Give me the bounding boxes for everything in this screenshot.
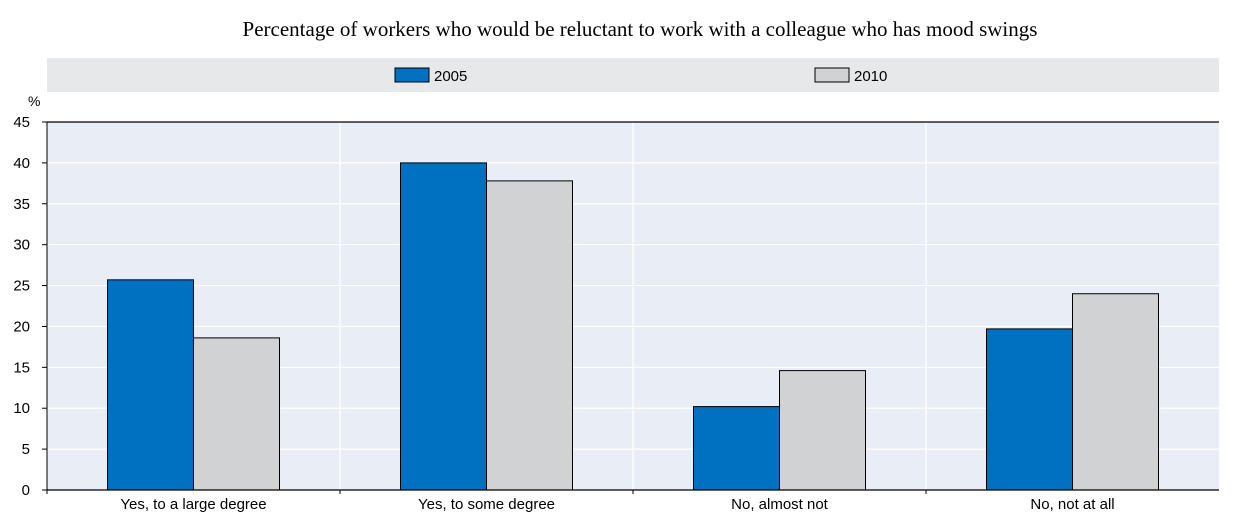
x-tick-label: No, almost not [731,496,829,513]
bar-2010-0 [193,337,280,491]
x-tick-label: Yes, to some degree [418,496,555,513]
y-tick-label: 15 [13,359,30,376]
y-tick-label: 25 [13,278,30,295]
bar-2005-3 [986,328,1073,491]
y-axis-ticks: 0 5 10 15 20 25 30 35 40 45 [13,114,47,499]
y-tick-label: 35 [13,196,30,213]
bar-2010-3 [1072,293,1159,491]
y-axis-unit-label: % [28,93,40,109]
bar-2010-2 [779,370,866,491]
legend-label-2010: 2010 [854,68,887,85]
legend-label-2005: 2005 [434,68,467,85]
y-tick-label: 30 [13,237,30,254]
x-tick-label: Yes, to a large degree [120,496,266,513]
y-tick-label: 20 [13,318,30,335]
bar-2005-2 [693,406,780,491]
bars [107,162,1159,491]
y-tick-label: 10 [13,400,30,417]
y-tick-label: 5 [22,441,30,458]
bar-2010-1 [486,180,573,491]
y-tick-label: 45 [13,114,30,131]
y-tick-label: 0 [22,482,30,499]
legend-swatch-2005 [394,67,430,83]
x-tick-label: No, not at all [1030,496,1114,513]
x-axis-ticks: Yes, to a large degree Yes, to some degre… [46,490,1115,513]
legend: 2005 2010 [394,67,887,85]
legend-background [47,58,1219,92]
bar-2005-0 [107,279,194,491]
legend-swatch-2010 [814,67,850,83]
y-tick-label: 40 [13,155,30,172]
bar-2005-1 [400,162,487,491]
chart-title: Percentage of workers who would be reluc… [243,17,1038,41]
